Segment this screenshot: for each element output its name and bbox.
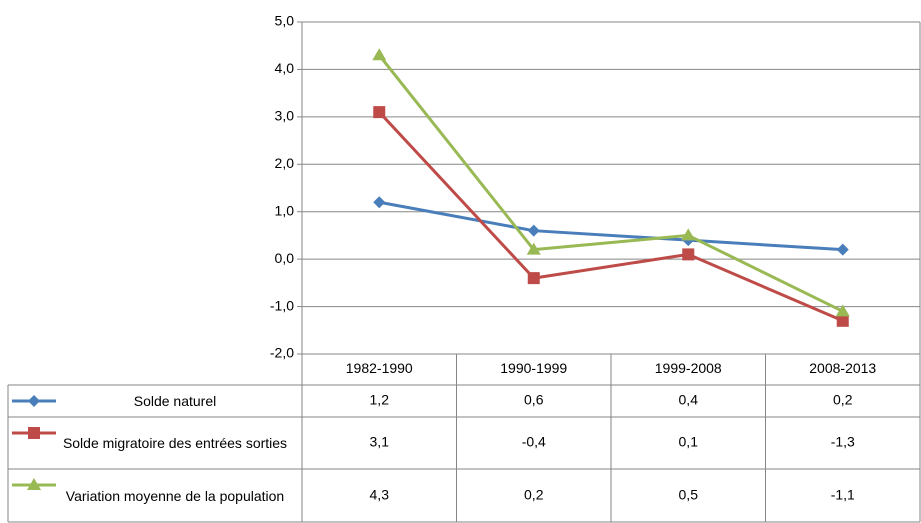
x-tick-label: 1990-1999 <box>500 360 567 376</box>
table-value: 0,1 <box>679 434 699 450</box>
legend-cell: Solde migratoire des entrées sorties <box>62 434 288 451</box>
y-tick-label: 0,0 <box>275 250 295 266</box>
legend-key <box>12 478 56 490</box>
marker <box>835 304 850 317</box>
marker <box>527 272 540 285</box>
table-value: -1,1 <box>831 487 855 503</box>
y-tick-label: 5,0 <box>275 13 295 29</box>
marker <box>682 248 695 261</box>
x-tick-label: 2008-2013 <box>809 360 876 376</box>
table-value: 0,5 <box>679 487 699 503</box>
series-line <box>378 111 844 323</box>
legend-label: Variation moyenne de la population <box>65 487 285 504</box>
table-value: 0,2 <box>833 392 853 408</box>
marker <box>373 106 386 119</box>
y-tick-label: 2,0 <box>275 155 295 171</box>
marker <box>681 228 696 241</box>
table-value: -1,3 <box>831 434 855 450</box>
y-tick-label: 1,0 <box>275 202 295 218</box>
table-value: 0,2 <box>524 487 544 503</box>
table-value: 0,4 <box>679 392 699 408</box>
y-tick-label: 4,0 <box>275 60 295 76</box>
table-value: 0,6 <box>524 392 544 408</box>
series-line <box>378 54 844 313</box>
legend-key <box>12 395 56 407</box>
marker <box>527 224 540 237</box>
marker <box>372 48 387 61</box>
y-tick-label: -2,0 <box>270 345 294 361</box>
y-tick-label: -1,0 <box>270 297 294 313</box>
marker <box>526 242 541 255</box>
legend-cell: Solde naturel <box>133 392 217 409</box>
legend-marker <box>27 478 41 490</box>
legend-key <box>12 427 56 439</box>
legend-marker <box>28 427 40 439</box>
y-tick-label: 3,0 <box>275 108 295 124</box>
table-value: 3,1 <box>370 434 390 450</box>
series-line <box>378 200 843 252</box>
marker <box>373 196 386 209</box>
x-tick-label: 1999-2008 <box>655 360 722 376</box>
marker <box>836 243 849 256</box>
legend-label: Solde naturel <box>133 392 217 409</box>
legend-label: Solde migratoire des entrées sorties <box>62 434 288 451</box>
x-tick-label: 1982-1990 <box>346 360 413 376</box>
table-value: 1,2 <box>370 392 390 408</box>
legend-marker <box>28 395 40 407</box>
legend-cell: Variation moyenne de la population <box>65 487 285 504</box>
table-value: 4,3 <box>370 487 390 503</box>
table-value: -0,4 <box>522 434 546 450</box>
marker <box>836 314 849 327</box>
